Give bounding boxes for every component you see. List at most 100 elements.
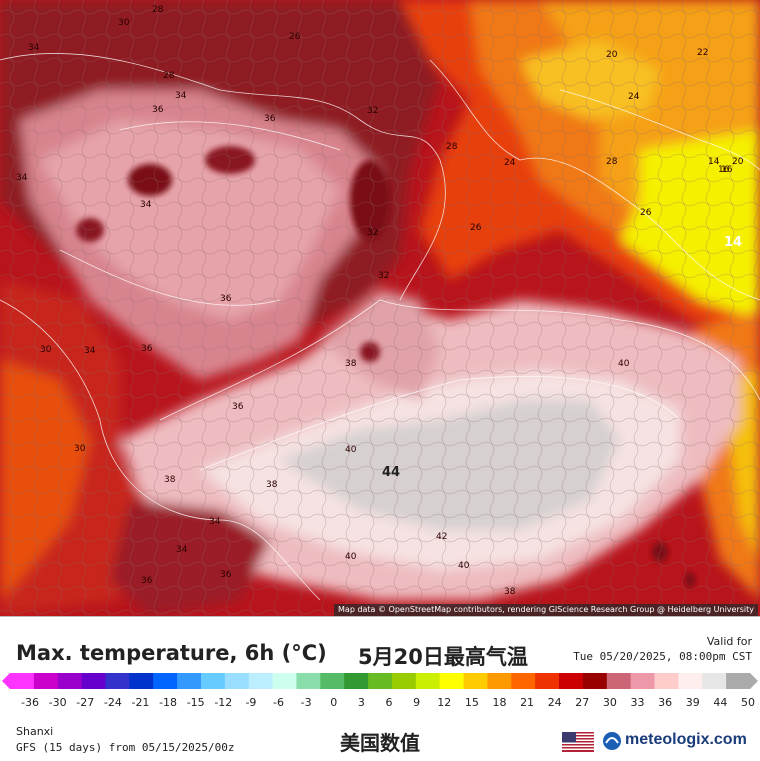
scale-swatch <box>344 673 369 689</box>
model-run: GFS (15 days) from 05/15/2025/00z <box>16 741 235 754</box>
contour-label: 34 <box>176 545 188 555</box>
scale-tick-label: 3 <box>358 696 365 709</box>
contour-label: 38 <box>345 359 357 369</box>
scale-tick-label: -9 <box>245 696 256 709</box>
scale-swatch <box>296 673 321 689</box>
scale-swatch <box>57 673 83 689</box>
scale-swatch <box>702 673 727 689</box>
contour-labels: 30 28 26 20 22 34 28 36 34 32 24 28 24 1… <box>16 5 744 597</box>
contour-label: 20 <box>732 157 744 167</box>
scale-swatch <box>487 673 512 689</box>
contour-label: 34 <box>140 200 152 210</box>
contour-label: 36 <box>141 576 153 586</box>
min-temperature-label: 14 <box>724 235 742 250</box>
contour-label: 34 <box>28 43 40 53</box>
scale-tick-label: -18 <box>159 696 177 709</box>
valid-time: Tue 05/20/2025, 08:00pm CST <box>573 650 752 663</box>
scale-swatch <box>81 673 106 689</box>
scale-swatch <box>368 673 393 689</box>
contour-label: 36 <box>232 402 244 412</box>
map-title-chinese: 5月20日最高气温 <box>358 645 528 669</box>
scale-swatch <box>439 673 465 689</box>
scale-tick-label: 6 <box>386 696 393 709</box>
scale-swatch <box>535 673 560 689</box>
contour-label: 36 <box>141 344 153 354</box>
contour-label: 34 <box>16 173 28 183</box>
scale-tick-label: -36 <box>21 696 39 709</box>
isotherm-lines <box>0 53 760 601</box>
temperature-map[interactable]: 30 28 26 20 22 34 28 36 34 32 24 28 24 1… <box>0 0 760 616</box>
scale-tick-label: -27 <box>76 696 94 709</box>
scale-swatch <box>272 673 297 689</box>
scale-swatch <box>129 673 154 689</box>
map-canvas: 30 28 26 20 22 34 28 36 34 32 24 28 24 1… <box>0 0 760 616</box>
scale-swatch <box>105 673 130 689</box>
scale-swatch <box>10 673 35 689</box>
contour-label: 24 <box>628 92 640 102</box>
scale-swatch <box>177 673 202 689</box>
scale-swatch <box>415 673 441 689</box>
scale-swatch <box>463 673 488 689</box>
scale-tick-label: -3 <box>301 696 312 709</box>
contour-label: 40 <box>345 445 357 455</box>
contour-label: 32 <box>367 106 378 116</box>
scale-swatch <box>200 673 226 689</box>
scale-swatch <box>391 673 417 689</box>
contour-label: 34 <box>84 346 96 356</box>
scale-swatch <box>153 673 178 689</box>
contour-label: 38 <box>504 587 516 597</box>
scale-tick-label: 39 <box>686 696 700 709</box>
max-temperature-label: 44 <box>382 465 400 480</box>
contour-label: 36 <box>220 294 232 304</box>
contour-label: 36 <box>264 114 276 124</box>
scale-tick-label: 18 <box>492 696 506 709</box>
scale-tick-label: 27 <box>575 696 589 709</box>
contour-label: 32 <box>378 271 389 281</box>
scale-tick-label: -15 <box>187 696 205 709</box>
scale-swatch <box>726 673 751 689</box>
scale-tick-label: -30 <box>49 696 67 709</box>
scale-tick-label: 30 <box>603 696 617 709</box>
scale-swatch <box>511 673 536 689</box>
contour-label: 26 <box>640 208 652 218</box>
scale-swatch <box>33 673 59 689</box>
scale-swatch <box>678 673 703 689</box>
extreme-labels: 14 44 <box>382 235 742 480</box>
scale-tick-label: 21 <box>520 696 534 709</box>
subtitle-chinese: 美国数值 <box>340 731 420 755</box>
admin-boundaries <box>0 0 760 616</box>
scale-tick-label: -6 <box>273 696 284 709</box>
contour-label: 40 <box>618 359 630 369</box>
scale-swatch <box>559 673 584 689</box>
contour-label: 16 <box>718 165 730 175</box>
contour-label: 26 <box>289 32 301 42</box>
legend-panel: Max. temperature, 6h (°C) 5月20日最高气温 Vali… <box>0 616 760 761</box>
scale-tick-label: 15 <box>465 696 479 709</box>
scale-swatch <box>630 673 656 689</box>
scale-swatch <box>224 673 250 689</box>
meteologix-logo[interactable]: meteologix.com <box>625 731 747 748</box>
contour-label: 30 <box>40 345 52 355</box>
contour-label: 28 <box>152 5 164 15</box>
valid-for-label: Valid for <box>706 635 752 648</box>
contour-label: 38 <box>266 480 278 490</box>
scale-tick-label: -24 <box>104 696 122 709</box>
scale-swatch <box>320 673 345 689</box>
us-flag-icon <box>562 732 594 752</box>
contour-label: 22 <box>697 48 708 58</box>
scale-tick-label: 44 <box>713 696 727 709</box>
contour-label: 30 <box>118 18 130 28</box>
contour-label: 40 <box>345 552 357 562</box>
region-name: Shanxi <box>16 725 54 738</box>
contour-label: 30 <box>74 444 86 454</box>
map-title: Max. temperature, 6h (°C) <box>16 641 327 665</box>
contour-label: 26 <box>470 223 482 233</box>
contour-label: 38 <box>164 475 176 485</box>
contour-label: 14 <box>708 157 720 167</box>
meteologix-logo-icon <box>603 732 621 750</box>
contour-label: 28 <box>606 157 618 167</box>
scale-tick-label: 9 <box>413 696 420 709</box>
scale-tick-label: 0 <box>330 696 337 709</box>
contour-label: 42 <box>436 532 447 542</box>
scale-tick-label: 36 <box>658 696 672 709</box>
